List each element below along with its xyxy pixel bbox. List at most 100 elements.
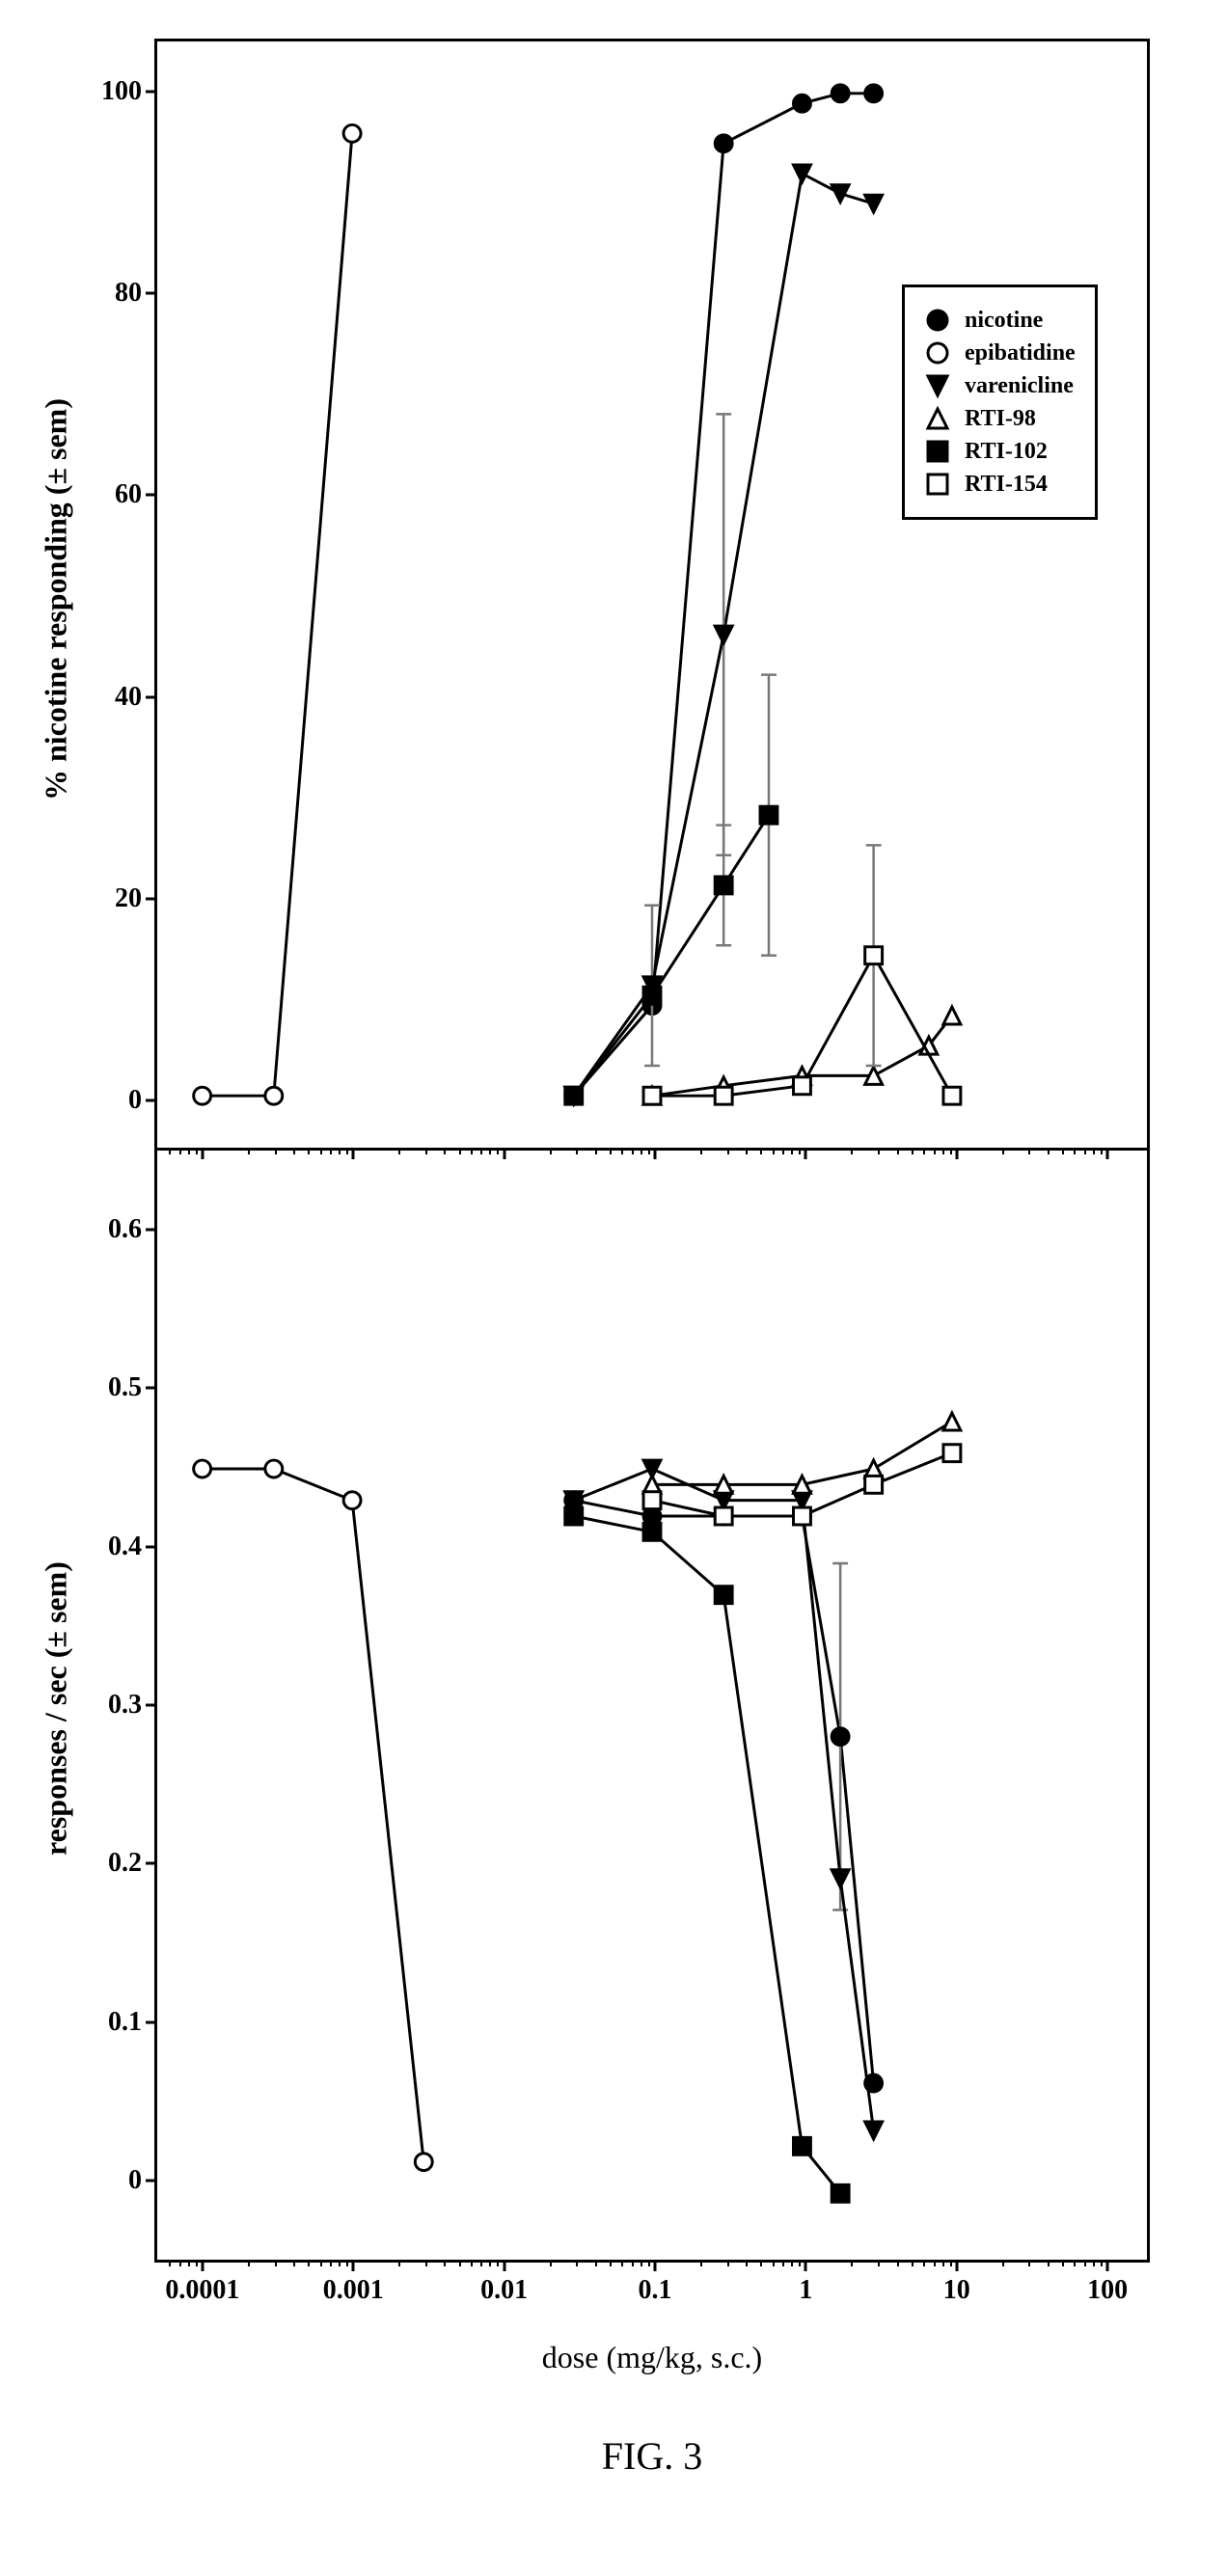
- marker-RTI-154: [943, 1445, 961, 1462]
- x-tick-minor: [179, 2260, 181, 2266]
- marker-nicotine: [865, 85, 883, 102]
- x-tick-minor: [773, 2260, 775, 2266]
- y-tick-label: 0.4: [108, 1532, 157, 1562]
- marker-epibatidine: [265, 1087, 283, 1104]
- marker-varenicline: [794, 165, 811, 182]
- x-tick-minor: [1002, 2260, 1004, 2266]
- legend-label: RTI-98: [965, 406, 1036, 432]
- x-tick-minor: [1048, 2260, 1050, 2266]
- x-tick-minor: [950, 2260, 952, 2266]
- x-tick-minor: [700, 2260, 702, 2266]
- marker-RTI-102: [643, 1523, 661, 1540]
- marker-epibatidine: [343, 124, 361, 142]
- x-tick-minor: [621, 2260, 623, 2266]
- x-tick-minor: [1074, 2260, 1076, 2266]
- x-tick-minor: [188, 2260, 190, 2266]
- x-tick-minor: [912, 2260, 913, 2266]
- marker-RTI-154: [715, 1507, 732, 1525]
- y-tick-label: 20: [115, 883, 157, 914]
- series-line-RTI-102: [574, 1516, 840, 2193]
- x-tick-minor: [799, 2260, 801, 2266]
- x-tick-minor: [480, 2260, 482, 2266]
- x-tick-minor: [648, 2260, 650, 2266]
- x-tick-minor: [610, 2260, 612, 2266]
- marker-varenicline: [865, 2122, 883, 2139]
- x-tick-minor: [169, 2260, 171, 2266]
- y-axis-label-bottom: responses / sec (± sem): [39, 1154, 74, 2264]
- x-tick-minor: [923, 2260, 925, 2266]
- x-tick-minor: [897, 2260, 899, 2266]
- x-tick-minor: [746, 2260, 748, 2266]
- y-tick-label: 0.3: [108, 1690, 157, 1721]
- marker-nicotine: [832, 1728, 849, 1746]
- marker-epibatidine: [194, 1087, 211, 1104]
- legend-box: nicotine epibatidine varenicline RTI-98 RTI-…: [902, 285, 1098, 520]
- marker-RTI-154: [794, 1507, 811, 1525]
- marker-RTI-102: [643, 987, 661, 1004]
- marker-RTI-154: [643, 1087, 661, 1104]
- legend-marker-circle: [924, 307, 951, 334]
- x-tick-minor: [346, 2260, 348, 2266]
- marker-epibatidine: [194, 1460, 211, 1478]
- x-tick-minor: [782, 2260, 784, 2266]
- x-tick-minor: [595, 2260, 597, 2266]
- x-tick-minor: [632, 2260, 634, 2266]
- marker-epibatidine: [415, 2154, 432, 2171]
- marker-RTI-102: [715, 1586, 732, 1604]
- figure-caption: FIG. 3: [154, 2433, 1150, 2479]
- legend-label: epibatidine: [965, 340, 1076, 366]
- marker-nicotine: [832, 85, 849, 102]
- legend-row: varenicline: [924, 372, 1076, 399]
- legend-label: nicotine: [965, 308, 1043, 334]
- figure-container: % nicotine responding (± sem) responses …: [39, 39, 1188, 2479]
- x-tick-minor: [489, 2260, 491, 2266]
- x-tick-minor: [320, 2260, 322, 2266]
- legend-marker-square: [924, 438, 951, 465]
- legend-marker-circle: [924, 339, 951, 366]
- x-tick-minor: [1093, 2260, 1095, 2266]
- y-tick-label: 0.2: [108, 1848, 157, 1879]
- x-tick-label: 0.1: [639, 2260, 672, 2306]
- x-tick-label: 1: [799, 2260, 812, 2306]
- marker-RTI-102: [832, 2184, 849, 2202]
- y-tick-label: 60: [115, 479, 157, 510]
- marker-RTI-154: [865, 1476, 883, 1493]
- bottom-panel: 00.10.20.30.40.50.60.00010.0010.010.1110…: [157, 1151, 1147, 2260]
- legend-label: RTI-154: [965, 472, 1048, 498]
- x-axis-label: dose (mg/kg, s.c.): [154, 2340, 1150, 2375]
- x-tick-minor: [398, 2260, 400, 2266]
- legend-row: RTI-154: [924, 471, 1076, 498]
- x-tick-minor: [471, 2260, 473, 2266]
- x-tick-minor: [308, 2260, 310, 2266]
- y-tick-label: 40: [115, 682, 157, 713]
- marker-nicotine: [794, 95, 811, 112]
- y-tick-label: 0.1: [108, 2007, 157, 2038]
- legend-marker-triangle-up: [924, 405, 951, 432]
- y-axis-label-top: % nicotine responding (± sem): [39, 45, 74, 1154]
- x-tick-minor: [791, 2260, 793, 2266]
- chart-stack: % nicotine responding (± sem) responses …: [154, 39, 1150, 2263]
- x-tick-minor: [196, 2260, 198, 2266]
- marker-RTI-102: [715, 877, 732, 894]
- legend-label: RTI-102: [965, 439, 1048, 465]
- x-tick-minor: [275, 2260, 277, 2266]
- x-tick-minor: [760, 2260, 762, 2266]
- y-tick-label: 0: [128, 1085, 157, 1116]
- x-tick-minor: [550, 2260, 552, 2266]
- legend-label: varenicline: [965, 373, 1074, 399]
- marker-RTI-154: [715, 1087, 732, 1104]
- legend-row: epibatidine: [924, 339, 1076, 366]
- x-tick-minor: [444, 2260, 446, 2266]
- x-tick-minor: [878, 2260, 880, 2266]
- marker-epibatidine: [343, 1492, 361, 1509]
- marker-varenicline: [865, 195, 883, 212]
- x-tick-minor: [248, 2260, 250, 2266]
- top-panel: nicotine epibatidine varenicline RTI-98 RTI-…: [157, 41, 1147, 1151]
- x-tick-minor: [1084, 2260, 1086, 2266]
- series-line-epibatidine: [203, 133, 352, 1096]
- x-tick-minor: [1101, 2260, 1103, 2266]
- x-tick-minor: [1028, 2260, 1030, 2266]
- marker-epibatidine: [265, 1460, 283, 1478]
- x-tick-minor: [293, 2260, 295, 2266]
- marker-RTI-154: [794, 1077, 811, 1095]
